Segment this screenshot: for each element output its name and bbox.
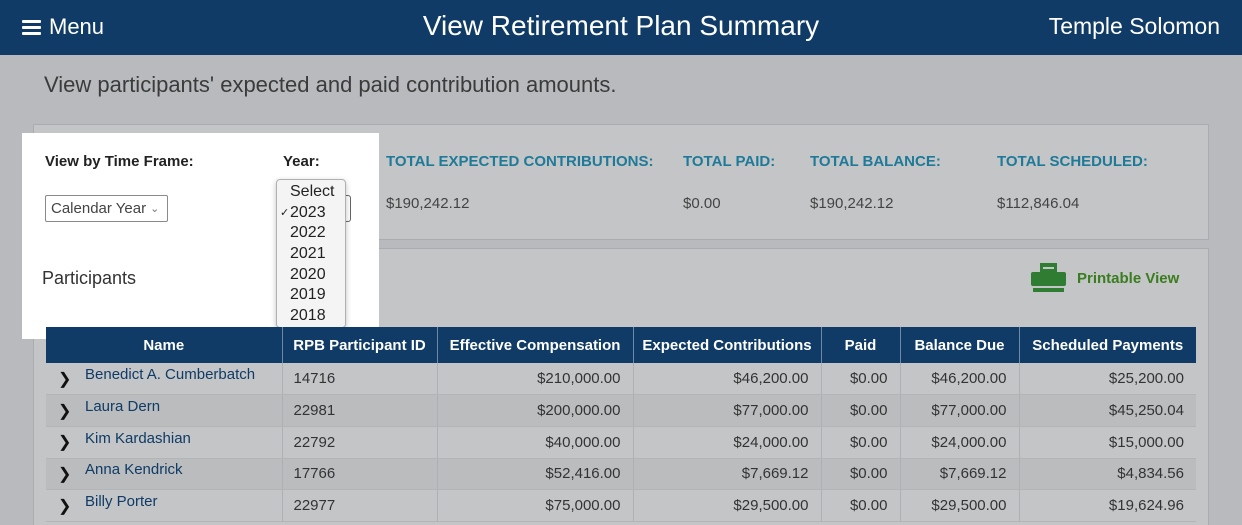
printer-icon xyxy=(1031,263,1066,293)
participant-name-link[interactable]: Benedict A. Cumberbatch xyxy=(85,366,256,384)
year-option-2020[interactable]: 2020 xyxy=(290,265,326,283)
balance-due: $7,669.12 xyxy=(900,458,1020,491)
participant-id[interactable]: 14716 xyxy=(282,363,438,396)
effective-compensation: $200,000.00 xyxy=(437,394,634,427)
year-option-2022[interactable]: 2022 xyxy=(290,224,326,242)
expand-chevron-icon[interactable]: ❯ xyxy=(58,434,72,452)
col-header-scheduled-payments[interactable]: Scheduled Payments xyxy=(1019,327,1196,363)
paid-amount: $0.00 xyxy=(821,394,901,427)
chevron-down-icon: ⌄ xyxy=(150,203,160,215)
col-header-name[interactable]: Name xyxy=(46,327,283,363)
expected-contributions: $7,669.12 xyxy=(633,458,822,491)
page-title: View Retirement Plan Summary xyxy=(422,10,820,41)
total-scheduled-label: TOTAL SCHEDULED: xyxy=(997,153,1148,170)
participants-table: Name RPB Participant ID Effective Compen… xyxy=(46,327,1196,522)
table-row: ❯ Benedict A. Cumberbatch 14716 $210,000.… xyxy=(46,363,1196,396)
participant-id[interactable]: 17766 xyxy=(282,458,438,491)
table-row: ❯ Anna Kendrick 17766 $52,416.00 $7,669.1… xyxy=(46,458,1196,491)
total-balance-value: $190,242.12 xyxy=(810,195,894,212)
year-label: Year: xyxy=(283,153,320,170)
year-option-2023[interactable]: ✓ 2023 xyxy=(277,203,345,224)
effective-compensation: $40,000.00 xyxy=(437,426,634,459)
year-option-2018[interactable]: 2018 xyxy=(290,307,326,325)
participant-id[interactable]: 22977 xyxy=(282,489,438,522)
page-subtitle: View participants' expected and paid con… xyxy=(44,72,617,97)
balance-due: $77,000.00 xyxy=(900,394,1020,427)
timeframe-label: View by Time Frame: xyxy=(45,153,194,170)
timeframe-select[interactable]: Calendar Year ⌄ xyxy=(45,195,168,222)
paid-amount: $0.00 xyxy=(821,489,901,522)
expected-contributions: $77,000.00 xyxy=(633,394,822,427)
expand-chevron-icon[interactable]: ❯ xyxy=(58,370,72,388)
balance-due: $29,500.00 xyxy=(900,489,1020,522)
participant-id[interactable]: 22792 xyxy=(282,426,438,459)
participant-name-link[interactable]: Laura Dern xyxy=(85,398,161,416)
participant-name-link[interactable]: Kim Kardashian xyxy=(85,429,191,447)
participant-name-link[interactable]: Billy Porter xyxy=(85,493,158,511)
scheduled-payments: $15,000.00 xyxy=(1019,426,1196,459)
checkmark-icon: ✓ xyxy=(280,206,290,219)
year-option-select[interactable]: Select xyxy=(290,183,335,200)
total-expected-label: TOTAL EXPECTED CONTRIBUTIONS: xyxy=(386,153,654,170)
balance-due: $46,200.00 xyxy=(900,363,1020,396)
scheduled-payments: $25,200.00 xyxy=(1019,363,1196,396)
menu-button[interactable]: Menu xyxy=(22,13,104,41)
col-header-expected-contributions[interactable]: Expected Contributions xyxy=(633,327,822,363)
table-row: ❯ Laura Dern 22981 $200,000.00 $77,000.00… xyxy=(46,394,1196,427)
total-paid-value: $0.00 xyxy=(683,195,721,212)
balance-due: $24,000.00 xyxy=(900,426,1020,459)
effective-compensation: $52,416.00 xyxy=(437,458,634,491)
effective-compensation: $75,000.00 xyxy=(437,489,634,522)
paid-amount: $0.00 xyxy=(821,363,901,396)
printable-view-label: Printable View xyxy=(1077,269,1180,287)
effective-compensation: $210,000.00 xyxy=(437,363,634,396)
scheduled-payments: $45,250.04 xyxy=(1019,394,1196,427)
col-header-effective-compensation[interactable]: Effective Compensation xyxy=(437,327,634,363)
table-header-row: Name RPB Participant ID Effective Compen… xyxy=(46,327,1196,363)
total-balance-label: TOTAL BALANCE: xyxy=(810,153,941,170)
total-expected-value: $190,242.12 xyxy=(386,195,470,212)
year-dropdown-list: Select ✓ 2023 2022 2021 2020 2019 2018 xyxy=(276,179,346,328)
paid-amount: $0.00 xyxy=(821,458,901,491)
expand-chevron-icon[interactable]: ❯ xyxy=(58,465,72,483)
expected-contributions: $46,200.00 xyxy=(633,363,822,396)
total-paid-label: TOTAL PAID: xyxy=(683,153,776,170)
timeframe-select-value: Calendar Year xyxy=(51,200,147,217)
hamburger-icon xyxy=(22,19,41,35)
participant-id[interactable]: 22981 xyxy=(282,394,438,427)
paid-amount: $0.00 xyxy=(821,426,901,459)
expected-contributions: $24,000.00 xyxy=(633,426,822,459)
scheduled-payments: $4,834.56 xyxy=(1019,458,1196,491)
menu-label: Menu xyxy=(49,14,105,39)
year-option-2019[interactable]: 2019 xyxy=(290,286,326,304)
scheduled-payments: $19,624.96 xyxy=(1019,489,1196,522)
table-row: ❯ Kim Kardashian 22792 $40,000.00 $24,000… xyxy=(46,426,1196,459)
participant-name-link[interactable]: Anna Kendrick xyxy=(85,461,183,479)
participants-title: Participants xyxy=(42,268,137,288)
expected-contributions: $29,500.00 xyxy=(633,489,822,522)
year-option-2021[interactable]: 2021 xyxy=(290,245,326,263)
col-header-paid[interactable]: Paid xyxy=(821,327,901,363)
total-scheduled-value: $112,846.04 xyxy=(997,195,1080,212)
top-bar: Menu View Retirement Plan Summary Temple… xyxy=(0,0,1242,55)
user-name[interactable]: Temple Solomon xyxy=(1048,13,1220,39)
col-header-participant-id[interactable]: RPB Participant ID xyxy=(282,327,438,363)
expand-chevron-icon[interactable]: ❯ xyxy=(58,402,72,420)
printable-view-button[interactable]: Printable View xyxy=(1031,263,1179,293)
table-row: ❯ Billy Porter 22977 $75,000.00 $29,500.0… xyxy=(46,489,1196,522)
col-header-balance-due[interactable]: Balance Due xyxy=(900,327,1020,363)
expand-chevron-icon[interactable]: ❯ xyxy=(58,497,72,515)
